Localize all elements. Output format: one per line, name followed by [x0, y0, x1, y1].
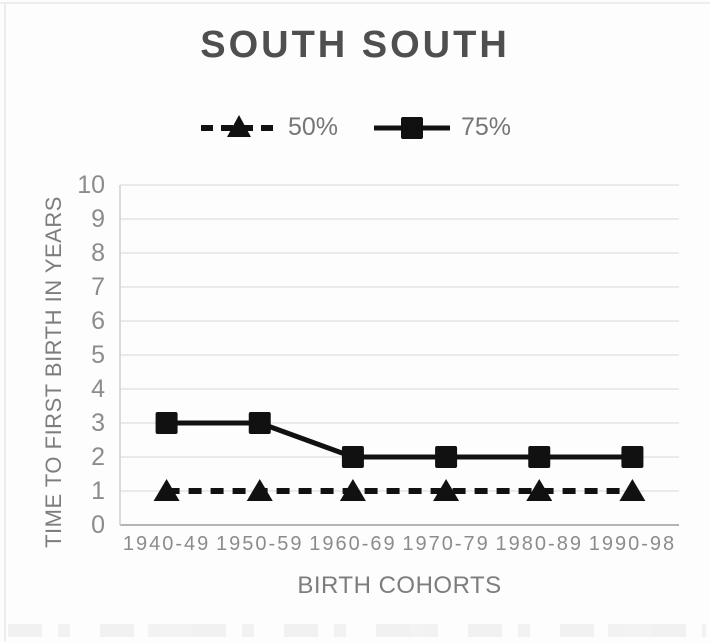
legend-label-75: 75% [461, 112, 512, 141]
y-axis-tick-label: 3 [91, 409, 105, 437]
page-artifact-ghost-text [8, 624, 706, 637]
y-axis-tick-label: 9 [91, 205, 105, 233]
x-axis-tick-label: 1990-98 [588, 533, 677, 555]
y-axis-tick-label: 4 [91, 375, 105, 403]
y-axis-tick-label: 6 [91, 307, 105, 335]
y-axis-tick-label: 5 [91, 341, 105, 369]
dashed-line-triangle-marker-icon [200, 115, 277, 137]
x-axis-tick-label: 1950-59 [216, 533, 304, 555]
chart-title: SOUTH SOUTH [200, 24, 510, 66]
y-axis-tick-label: 10 [77, 171, 105, 199]
y-axis-tick-label: 0 [91, 511, 105, 539]
chart-legend: 50% 75% [0, 106, 710, 148]
x-axis-tick-label: 1960-69 [309, 533, 397, 555]
y-axis-tick-label: 2 [91, 443, 105, 471]
x-axis-tick-label: 1940-49 [122, 533, 211, 555]
legend-item-50: 50% [199, 110, 338, 144]
y-axis-tick-label: 8 [91, 239, 105, 267]
legend-item-75: 75% [372, 110, 511, 144]
legend-label-50: 50% [287, 112, 338, 141]
solid-line-square-marker-icon [374, 117, 450, 139]
x-axis-tick-label: 1980-89 [495, 533, 583, 555]
y-axis-tick-label: 7 [91, 273, 105, 301]
page-border-top [0, 2, 710, 4]
x-axis-title: BIRTH COHORTS [297, 572, 502, 599]
page-border-left [4, 2, 6, 641]
y-axis-tick-label: 1 [91, 477, 105, 505]
x-axis-tick-label: 1970-79 [402, 533, 490, 555]
